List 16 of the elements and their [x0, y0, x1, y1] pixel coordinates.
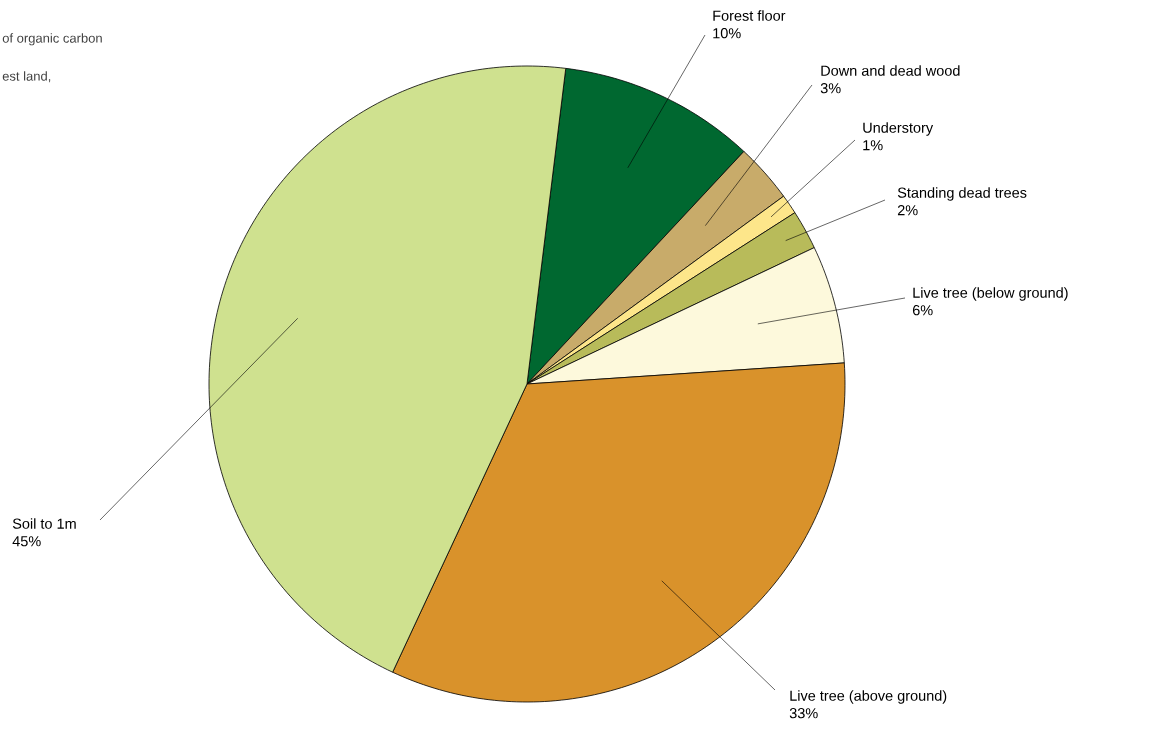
- slice-label: Live tree (above ground): [790, 690, 947, 704]
- data-label: 3%: [820, 83, 841, 94]
- data-label: 33%: [789, 708, 818, 719]
- data-label: 1%: [863, 140, 883, 151]
- slice-label: Forest floor: [713, 10, 786, 21]
- slice-label: Soil to 1m: [12, 518, 76, 529]
- data-label: 10%: [713, 28, 741, 39]
- slice-label: Live tree (below ground): [913, 287, 1068, 301]
- text: of organic carbon: [2, 33, 102, 46]
- data-label: 6%: [912, 305, 933, 316]
- data-label: 2%: [897, 205, 918, 216]
- slice-label: Down and dead wood: [821, 65, 960, 76]
- text: est land,: [2, 71, 51, 83]
- data-label: 45%: [12, 536, 41, 547]
- slice-label: Understory: [863, 122, 934, 136]
- slice-label: Standing dead trees: [897, 187, 1027, 201]
